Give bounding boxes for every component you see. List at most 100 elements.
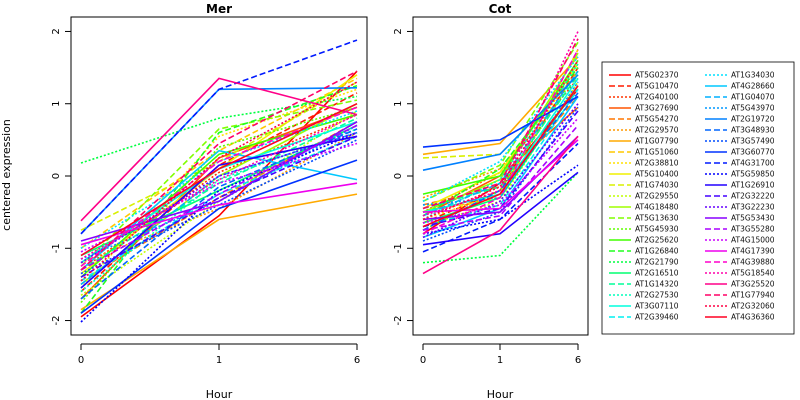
legend-label: AT2G32220 [731,192,775,201]
panel-title-mer: Mer [206,2,232,16]
legend-label: AT4G28660 [731,82,775,91]
series-line-at4g39880 [422,49,579,235]
x-tick-label: 6 [354,355,360,366]
y-tick-label: 1 [393,101,404,107]
series-group-mer [80,39,358,323]
series-line-at5g10400 [422,63,579,210]
series-line-at2g32220 [422,110,579,228]
y-tick-label: 2 [51,28,62,34]
y-axis-mer: -2 -1 0 1 2 [51,28,71,326]
legend-label: AT3G22230 [731,203,775,212]
panel-title-cot: Cot [489,2,512,16]
legend-label: AT2G32060 [731,302,775,311]
legend-label: AT5G18540 [731,269,775,278]
series-line-at1g34030 [80,110,358,249]
legend-label: AT1G26910 [731,181,775,190]
legend-label: AT1G74030 [635,181,679,190]
legend-label: AT5G53430 [731,214,775,223]
y-tick-label: 0 [51,173,62,179]
series-line-at1g26840 [80,84,358,314]
panel-mer: Mer -2 -1 0 1 2 0 1 6 Hour [51,2,368,400]
x-axis-title-mer: Hour [206,388,233,400]
y-tick-label: 0 [393,173,404,179]
legend-label: AT5G10470 [635,82,679,91]
legend-label: AT1G34030 [731,71,775,80]
legend-label: AT1G26840 [635,247,679,256]
series-line-at1g26910 [422,171,579,246]
y-tick-label: -1 [51,243,62,253]
legend-label: AT2G38810 [635,159,679,168]
series-line-at3g25520 [80,77,358,222]
legend-label: AT4G31700 [731,159,775,168]
series-line-at2g19720 [422,74,579,171]
legend-label: AT4G39880 [731,258,775,267]
legend-label: AT4G17390 [731,247,775,256]
legend-label: AT5G45930 [635,225,679,234]
legend-label: AT4G15000 [731,236,775,245]
series-line-at1g77940 [80,70,358,271]
legend: AT5G02370 AT5G10470 AT2G40100 AT3G27690 AT5G… [601,61,795,335]
series-line-at4g36360 [422,85,579,228]
series-line-at3g55280 [422,124,579,231]
series-line-at2g32060 [80,81,358,282]
series-line-at2g38810 [80,88,358,289]
legend-label: AT2G29550 [635,192,679,201]
x-tick-label: 0 [420,355,426,366]
series-line-at5g53430 [422,135,579,221]
series-line-at3g55280 [80,124,358,271]
series-line-at1g04070 [80,131,358,286]
legend-label: AT4G18480 [635,203,679,212]
legend-label: AT5G59850 [731,170,775,179]
x-tick-label: 1 [216,355,222,366]
series-line-at5g18540 [80,113,358,260]
series-line-at3g48930 [80,128,358,300]
series-line-at1g34030 [422,56,579,203]
legend-label: AT1G04070 [731,93,775,102]
series-line-at4g17390 [422,139,579,213]
y-axis-cot: -2 -1 0 1 2 [393,28,413,326]
series-line-at3g22230 [422,103,579,239]
series-line-at4g28660 [80,149,358,271]
series-line-at4g31700 [80,39,358,235]
legend-label: AT2G25620 [635,236,679,245]
legend-label: AT2G19720 [731,115,775,124]
series-line-at1g77940 [422,38,579,210]
series-line-at5g59850 [422,164,579,235]
legend-label: AT2G29570 [635,126,679,135]
legend-label: AT3G55280 [731,225,775,234]
legend-label: AT3G57490 [731,137,775,146]
legend-frame [601,61,795,335]
series-line-at4g18480 [422,52,579,213]
series-line-at2g29550 [80,110,358,296]
x-axis-cot: 0 1 6 [420,343,581,366]
series-line-at2g39460 [422,88,579,228]
y-axis-title: centered expression [0,119,13,231]
series-line-at2g21790 [80,95,358,164]
legend-label: AT5G02370 [635,71,679,80]
legend-label: AT2G39460 [635,313,679,322]
y-tick-label: 1 [51,101,62,107]
panel-cot: Cot -2 -1 0 1 2 0 1 6 Hour [393,2,589,400]
legend-items: AT5G02370 AT5G10470 AT2G40100 AT3G27690 AT5G… [609,71,775,322]
series-line-at5g13630 [80,99,358,267]
legend-label: AT3G27690 [635,104,679,113]
legend-label: AT1G77940 [731,291,775,300]
legend-label: AT1G14320 [635,280,679,289]
series-line-at2g21790 [422,171,579,264]
legend-label: AT3G25520 [731,280,775,289]
legend-label: AT4G36360 [731,313,775,322]
y-tick-label: -1 [393,243,404,253]
series-line-at1g26910 [80,135,358,289]
series-line-at2g27530 [80,128,358,293]
series-line-at4g15000 [80,142,358,253]
y-tick-label: -2 [393,316,404,326]
series-line-at5g45930 [80,106,358,304]
series-line-at5g02370 [80,70,358,318]
series-line-at3g60770 [422,95,579,148]
series-line-at5g53430 [80,121,358,242]
series-line-at3g60770 [80,159,358,314]
y-tick-label: -2 [51,316,62,326]
legend-label: AT1G07790 [635,137,679,146]
legend-label: AT2G16510 [635,269,679,278]
